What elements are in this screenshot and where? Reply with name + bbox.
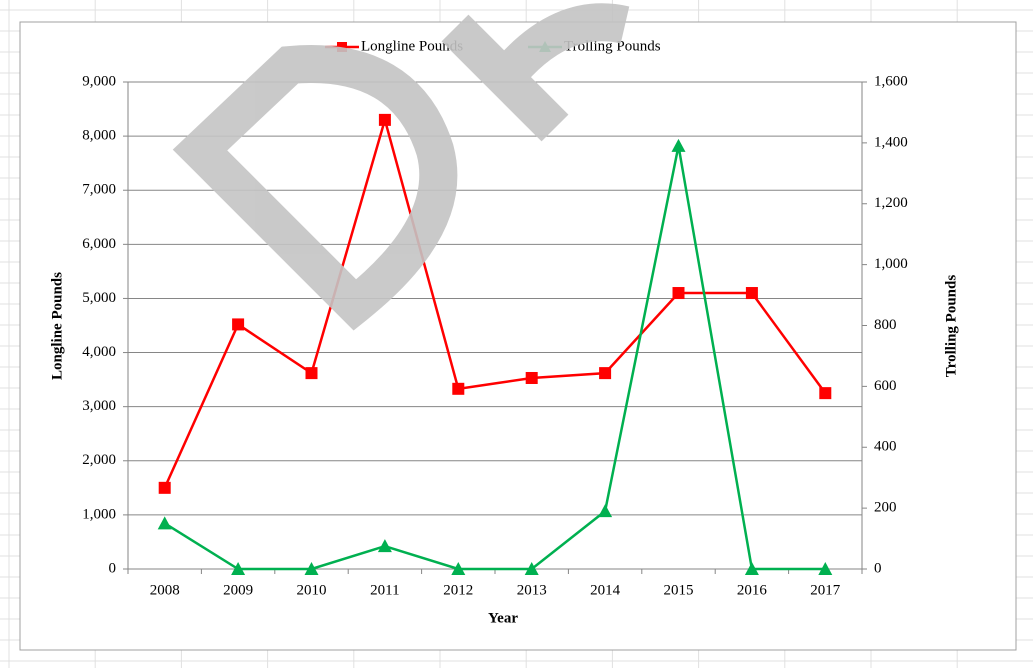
y2-tick-label: 1,200 — [874, 195, 908, 211]
marker — [157, 516, 172, 530]
marker — [599, 367, 612, 380]
y-tick-label: 6,000 — [82, 236, 116, 252]
marker — [525, 371, 538, 384]
marker — [452, 382, 465, 395]
y-tick-label: 2,000 — [82, 452, 116, 468]
marker — [671, 138, 686, 152]
x-tick-label: 2013 — [517, 582, 547, 598]
marker — [672, 287, 685, 300]
watermark-shape — [172, 45, 458, 331]
x-tick-label: 2009 — [223, 582, 253, 598]
y-tick-label: 1,000 — [82, 506, 116, 522]
x-tick-label: 2015 — [664, 582, 694, 598]
marker — [745, 287, 758, 300]
series-line — [164, 145, 826, 571]
marker — [305, 367, 318, 380]
x-tick-label: 2008 — [150, 582, 180, 598]
marker — [231, 562, 246, 575]
marker — [378, 113, 391, 126]
x-tick-label: 2017 — [810, 582, 841, 598]
marker — [337, 42, 347, 52]
x-axis-title: Year — [488, 610, 518, 626]
marker — [377, 539, 392, 553]
marker — [598, 504, 613, 518]
legend-label: Longline Pounds — [361, 38, 463, 54]
chart-area — [19, 21, 1017, 651]
y2-tick-label: 400 — [874, 439, 897, 455]
y-tick-label: 4,000 — [82, 344, 116, 360]
marker — [819, 387, 832, 400]
x-tick-label: 2011 — [370, 582, 399, 598]
x-tick-label: 2010 — [297, 582, 327, 598]
watermark — [172, 3, 630, 331]
y-tick-label: 7,000 — [82, 182, 116, 198]
y2-tick-label: 800 — [874, 317, 897, 333]
y2-tick-label: 1,000 — [874, 256, 908, 272]
marker — [818, 562, 833, 575]
x-tick-label: 2014 — [590, 582, 621, 598]
y-axis-title: Longline Pounds — [49, 272, 65, 380]
y-tick-label: 9,000 — [82, 73, 116, 89]
y-tick-label: 3,000 — [82, 398, 116, 414]
y2-tick-label: 200 — [874, 500, 897, 516]
marker — [451, 562, 466, 575]
y2-tick-label: 0 — [874, 560, 882, 576]
marker — [524, 562, 539, 575]
watermark-shape — [441, 3, 630, 142]
x-tick-label: 2012 — [443, 582, 473, 598]
marker — [232, 318, 245, 331]
x-tick-label: 2016 — [737, 582, 768, 598]
y-tick-label: 5,000 — [82, 290, 116, 306]
y2-tick-label: 1,600 — [874, 73, 908, 89]
y2-tick-label: 1,400 — [874, 134, 908, 150]
y2-axis-title: Trolling Pounds — [943, 275, 959, 378]
y-tick-label: 8,000 — [82, 128, 116, 144]
y-tick-label: 0 — [109, 560, 117, 576]
series-line — [163, 115, 827, 489]
marker — [158, 481, 171, 494]
y2-tick-label: 600 — [874, 378, 897, 394]
marker — [304, 562, 319, 575]
marker — [744, 562, 759, 575]
plot: 0 1,000 2,000 3,000 4,000 5,000 6,000 7,000 8,00… — [82, 38, 908, 598]
